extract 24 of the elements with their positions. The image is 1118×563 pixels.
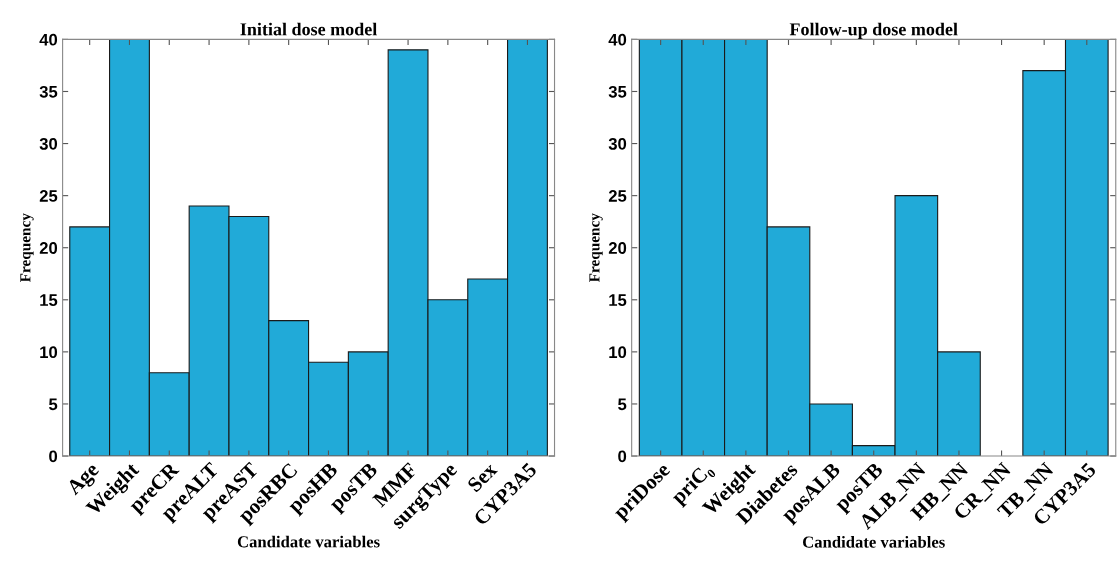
y-tick-label: 10 [40, 346, 58, 359]
y-tick-label: 30 [608, 137, 627, 150]
y-axis-title: Frequency [589, 213, 603, 283]
y-tick-label: 10 [609, 346, 627, 359]
y-axis-title: Frequency [20, 213, 34, 283]
y-tick-label: 5 [618, 398, 627, 411]
x-axis-title: Candidate variables [803, 535, 945, 548]
x-axis-title: Candidate variables [237, 535, 380, 548]
y-tick-label: 25 [39, 190, 58, 202]
y-tick-label: 20 [608, 242, 627, 254]
y-tick-label: 0 [49, 450, 58, 463]
y-tick-label: 15 [40, 294, 58, 306]
y-tick-label: 25 [608, 190, 627, 202]
y-tick-label: 40 [608, 33, 627, 46]
y-tick-label: 15 [609, 294, 627, 306]
chart-title: Follow-up dose model [789, 22, 958, 40]
y-tick-label: 0 [618, 450, 627, 463]
y-tick-label: 40 [39, 33, 58, 46]
y-tick-label: 5 [48, 398, 58, 411]
chart-title: Initial dose model [240, 22, 377, 36]
y-tick-label: 20 [39, 242, 58, 254]
y-tick-label: 35 [39, 85, 58, 98]
y-tick-label: 35 [608, 85, 627, 98]
y-tick-label: 30 [39, 137, 58, 150]
